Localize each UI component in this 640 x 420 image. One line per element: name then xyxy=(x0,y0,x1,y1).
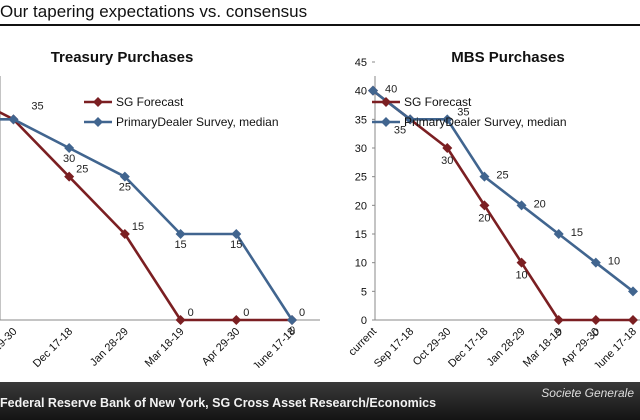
treasury-x-tick-label: Dec 17-18 xyxy=(31,326,75,368)
mbs-series-sg-forecast-marker xyxy=(442,143,453,153)
source-text: Federal Reserve Bank of New York, SG Cro… xyxy=(0,396,437,410)
treasury-x-tick-label: Oct 29-30 xyxy=(0,326,20,368)
treasury-x-tick-label: Mar 18-19 xyxy=(143,326,187,368)
treasury-chart-title: Treasury Purchases xyxy=(51,49,194,66)
treasury-series-sg-forecast-marker xyxy=(119,229,130,239)
mbs-y-tick-label: 25 xyxy=(355,172,367,184)
mbs-y-tick-label: 35 xyxy=(355,114,367,126)
mbs-y-tick-label: 45 xyxy=(355,57,367,69)
mbs-y-tick-label: 15 xyxy=(355,229,367,241)
treasury-series-sg-forecast-line xyxy=(0,110,292,322)
treasury-series-sg-forecast-marker xyxy=(64,171,75,182)
brand-watermark: Societe Generale xyxy=(541,386,634,400)
treasury-legend-marker xyxy=(93,97,103,107)
mbs-data-label: 10 xyxy=(608,256,620,268)
mbs-legend-label: SG Forecast xyxy=(404,95,472,109)
treasury-data-label: 15 xyxy=(174,239,186,251)
treasury-x-tick-label: Apr 29-30 xyxy=(200,326,243,368)
treasury-data-label: 0 xyxy=(243,307,249,319)
mbs-data-label: 40 xyxy=(385,84,397,96)
treasury-legend-label: PrimaryDealer Survey, median xyxy=(116,115,279,129)
mbs-chart-panel: MBS Purchases 0 5 10 15 20 25 30 35 40 45 current Se… xyxy=(320,32,640,368)
mbs-data-label: 15 xyxy=(571,227,583,239)
treasury-data-label: 30 xyxy=(63,153,75,165)
mbs-legend-label: PrimaryDealer Survey, median xyxy=(404,115,567,129)
mbs-y-tick-label: 0 xyxy=(361,315,367,327)
mbs-data-label: 20 xyxy=(534,198,546,210)
mbs-x-tick-label: Sep 17-18 xyxy=(372,326,416,368)
source-footer: Federal Reserve Bank of New York, SG Cro… xyxy=(0,382,640,420)
mbs-legend-marker xyxy=(381,97,391,107)
mbs-data-label: 20 xyxy=(478,212,490,224)
mbs-series-dealer-survey-marker xyxy=(553,229,564,239)
mbs-series-dealer-survey-marker xyxy=(590,257,601,268)
mbs-series-sg-forecast-line xyxy=(372,89,633,322)
mbs-data-label: 0 xyxy=(556,327,562,339)
treasury-series-dealer-survey-marker xyxy=(231,229,242,239)
treasury-series-dealer-survey-marker xyxy=(8,114,19,125)
treasury-data-label: 0 xyxy=(289,325,295,337)
mbs-x-tick-label: Dec 17-18 xyxy=(446,326,490,368)
mbs-data-label: 35 xyxy=(457,106,469,118)
mbs-series-sg-forecast-marker xyxy=(516,257,527,268)
treasury-data-label: 15 xyxy=(132,221,144,233)
treasury-series-sg-forecast-marker xyxy=(175,315,186,325)
treasury-legend-marker xyxy=(93,117,103,127)
treasury-data-label: 35 xyxy=(31,100,43,112)
title-divider xyxy=(0,24,640,26)
treasury-data-label: 25 xyxy=(76,164,88,176)
mbs-data-label: 0 xyxy=(593,327,599,339)
mbs-series-dealer-survey-marker xyxy=(442,114,453,125)
mbs-data-label: 30 xyxy=(441,155,453,167)
treasury-data-label: 0 xyxy=(188,307,194,319)
mbs-data-label: 35 xyxy=(394,124,406,136)
treasury-data-label: 0 xyxy=(299,307,305,319)
treasury-series-sg-forecast-marker xyxy=(231,315,242,325)
mbs-series-sg-forecast-marker xyxy=(553,315,564,325)
mbs-data-label: 25 xyxy=(496,170,508,182)
mbs-series-dealer-survey-marker xyxy=(368,85,378,96)
mbs-x-tick-label: current xyxy=(346,326,379,359)
treasury-series-dealer-survey-marker xyxy=(64,143,75,153)
treasury-chart-panel: Treasury Purchases Oct 29-30 Dec 17-18 Jan … xyxy=(0,32,320,368)
mbs-series-sg-forecast-marker xyxy=(479,200,490,211)
mbs-series-dealer-survey-marker xyxy=(516,200,527,211)
mbs-series-dealer-survey-marker xyxy=(479,171,490,182)
treasury-data-label: 25 xyxy=(119,182,131,194)
treasury-series-dealer-survey-marker xyxy=(119,171,130,182)
mbs-chart-title: MBS Purchases xyxy=(451,49,564,66)
mbs-data-label: 10 xyxy=(515,270,527,282)
treasury-series-dealer-survey-line xyxy=(0,118,294,321)
mbs-y-tick-label: 5 xyxy=(361,286,367,298)
treasury-purchases-chart: Treasury Purchases Oct 29-30 Dec 17-18 Jan … xyxy=(0,49,320,368)
mbs-y-tick-label: 40 xyxy=(355,86,367,98)
treasury-series-dealer-survey-marker xyxy=(287,315,297,325)
mbs-y-tick-label: 10 xyxy=(355,258,367,270)
treasury-legend-label: SG Forecast xyxy=(116,95,184,109)
mbs-y-tick-label: 30 xyxy=(355,143,367,155)
page-title: Our tapering expectations vs. consensus xyxy=(0,2,308,21)
treasury-data-label: 15 xyxy=(230,239,242,251)
mbs-series-sg-forecast-marker xyxy=(628,315,638,325)
mbs-series-dealer-survey-marker xyxy=(405,114,416,125)
treasury-x-tick-label: Jan 28-29 xyxy=(88,326,131,368)
mbs-purchases-chart: MBS Purchases 0 5 10 15 20 25 30 35 40 45 currentSe… xyxy=(346,49,640,368)
mbs-y-tick-label: 20 xyxy=(355,200,367,212)
mbs-series-sg-forecast-marker xyxy=(590,315,601,325)
mbs-series-dealer-survey-marker xyxy=(628,286,638,297)
mbs-series-dealer-survey-line xyxy=(372,89,634,293)
mbs-legend-marker xyxy=(381,117,391,127)
treasury-series-dealer-survey-marker xyxy=(175,229,186,239)
